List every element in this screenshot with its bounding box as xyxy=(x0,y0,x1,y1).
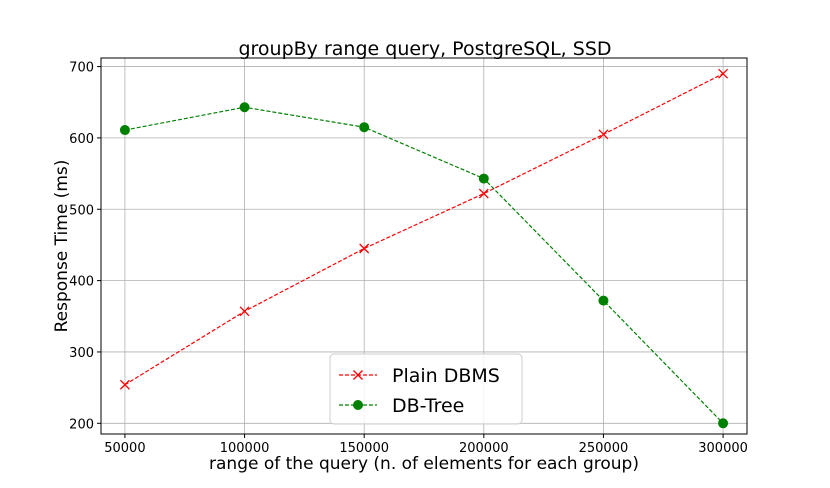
legend-label-db-tree: DB-Tree xyxy=(392,395,464,417)
y-tick-label: 700 xyxy=(69,61,94,76)
series-line-db-tree xyxy=(124,106,724,424)
data-point-db-tree xyxy=(119,125,130,136)
x-tick-label: 50000 xyxy=(104,441,145,456)
legend-box xyxy=(329,353,523,425)
data-point-plain-dbms xyxy=(359,243,370,254)
marker-stroke xyxy=(598,129,609,140)
marker-stroke xyxy=(718,68,729,79)
data-point-db-tree xyxy=(239,102,250,113)
chart-title: groupBy range query, PostgreSQL, SSD xyxy=(238,38,611,60)
ticks: 50000 100000 150000 200000 250000 300000 200 30… xyxy=(69,61,748,456)
y-tick-label: 600 xyxy=(69,132,94,147)
legend: Plain DBMS DB-Tree xyxy=(329,353,523,425)
data-point-plain-dbms xyxy=(598,129,609,140)
plot-frame xyxy=(100,57,748,435)
x-tick-label: 250000 xyxy=(579,441,629,456)
series-layer xyxy=(119,68,729,429)
y-axis-label: Response Time (ms) xyxy=(52,160,72,333)
y-tick-label: 300 xyxy=(69,346,94,361)
series-line-plain-dbms xyxy=(124,73,724,386)
data-point-plain-dbms xyxy=(119,379,130,390)
marker-stroke xyxy=(239,306,250,317)
data-point-db-tree xyxy=(478,173,489,184)
legend-marker-db-tree xyxy=(353,400,363,410)
data-point-db-tree xyxy=(718,418,729,429)
x-tick-label: 300000 xyxy=(698,441,748,456)
data-point-plain-dbms xyxy=(718,68,729,79)
x-tick-label: 200000 xyxy=(459,441,509,456)
marker-stroke xyxy=(478,188,489,199)
marker-stroke xyxy=(353,370,363,380)
legend-marker-plain-dbms xyxy=(353,370,363,380)
x-axis-label: range of the query (n. of elements for e… xyxy=(209,454,639,474)
x-tick-label: 100000 xyxy=(220,441,270,456)
marker-stroke xyxy=(359,243,370,254)
y-tick-label: 200 xyxy=(69,417,94,432)
data-point-plain-dbms xyxy=(239,306,250,317)
data-point-plain-dbms xyxy=(478,188,489,199)
y-tick-label: 400 xyxy=(69,275,94,290)
grid xyxy=(101,58,747,434)
data-point-db-tree xyxy=(598,295,609,306)
data-point-db-tree xyxy=(359,122,370,133)
y-tick-label: 500 xyxy=(69,203,94,218)
x-tick-label: 150000 xyxy=(339,441,389,456)
legend-label-plain-dbms: Plain DBMS xyxy=(392,365,500,387)
marker-stroke xyxy=(119,379,130,390)
